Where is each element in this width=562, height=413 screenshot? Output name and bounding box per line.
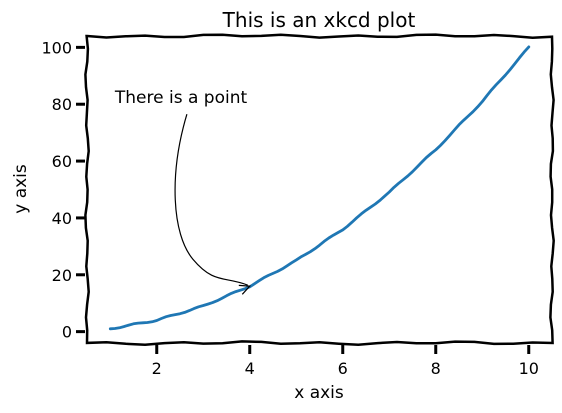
chart-title: This is an xkcd plot [222,8,416,32]
plot-frame [84,33,555,346]
x-tick-label: 6 [338,359,348,378]
y-axis-label: y axis [11,164,31,214]
x-axis-ticks: 2 4 6 8 10 [152,345,539,378]
y-tick-label: 20 [52,266,72,285]
x-tick-label: 10 [519,359,539,378]
annotation-text: There is a point [114,88,248,108]
y-tick-label: 100 [41,38,72,57]
y-tick-label: 60 [52,152,72,171]
x-tick-label: 4 [245,359,255,378]
annotation-arrowhead [238,284,252,295]
x-tick-label: 8 [431,359,441,378]
x-tick-label: 2 [152,359,162,378]
y-tick-label: 80 [52,95,72,114]
y-tick-label: 0 [62,323,72,342]
series-line [108,45,531,331]
y-axis-ticks: 0 20 40 60 80 100 [41,38,85,342]
y-tick-label: 40 [52,209,72,228]
x-axis-label: x axis [294,383,344,403]
annotation-arrow [174,114,248,286]
